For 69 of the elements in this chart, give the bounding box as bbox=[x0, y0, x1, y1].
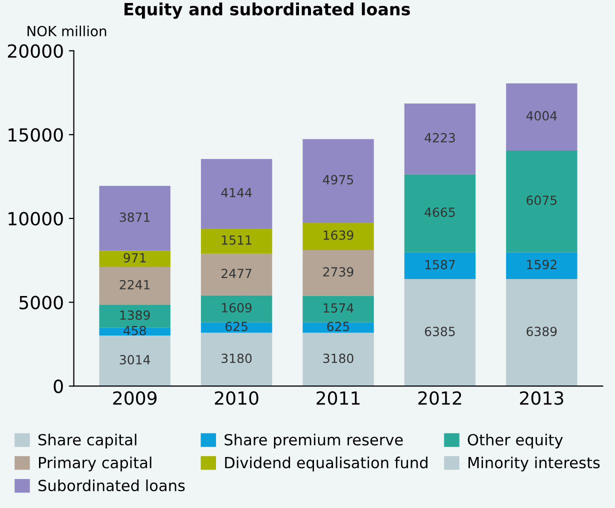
bar bbox=[200, 295, 272, 322]
data-label: 1609 bbox=[222, 302, 252, 312]
legend-label: Share premium reserve bbox=[224, 434, 403, 448]
x-tick-label: 2013 bbox=[520, 391, 564, 405]
data-label: 4223 bbox=[424, 133, 455, 142]
data-label: 4665 bbox=[424, 208, 455, 217]
y-tick-label: 15000 bbox=[8, 128, 63, 142]
bar bbox=[404, 252, 476, 280]
bar bbox=[506, 252, 578, 279]
bar bbox=[302, 250, 374, 296]
legend-label: Share capital bbox=[38, 434, 136, 448]
x-tick-label: 2010 bbox=[214, 391, 258, 405]
data-label: 625 bbox=[225, 322, 248, 332]
data-label: 1574 bbox=[324, 303, 354, 313]
bar bbox=[506, 83, 578, 150]
data-label: 4975 bbox=[322, 174, 354, 184]
data-label: 1389 bbox=[120, 310, 150, 320]
bar bbox=[99, 186, 170, 251]
data-label: 4004 bbox=[526, 111, 557, 121]
bar bbox=[200, 332, 272, 386]
bar bbox=[302, 332, 374, 386]
data-label: 1511 bbox=[222, 235, 252, 245]
data-label: 3871 bbox=[120, 212, 150, 222]
bar bbox=[302, 322, 374, 333]
chart-title: Equity and subordinated loans bbox=[124, 2, 410, 19]
legend-label: Minority interests bbox=[468, 456, 600, 472]
bar bbox=[302, 139, 374, 223]
legend-label: Subordinated loans bbox=[38, 479, 185, 492]
data-label: 1587 bbox=[425, 260, 455, 270]
x-tick-label: 2012 bbox=[418, 391, 462, 405]
data-label: 6075 bbox=[526, 196, 556, 205]
legend-label: Primary capital bbox=[38, 456, 152, 472]
data-label: 1639 bbox=[324, 230, 354, 240]
bar bbox=[200, 228, 272, 254]
y-tick-label: 10000 bbox=[8, 212, 63, 226]
y-axis-title: NOK million bbox=[28, 26, 106, 36]
bar bbox=[302, 222, 374, 250]
y-tick-label: 0 bbox=[54, 380, 63, 394]
data-label: 6385 bbox=[424, 326, 455, 336]
bar bbox=[404, 174, 476, 252]
bar bbox=[404, 103, 476, 174]
data-label: 625 bbox=[327, 322, 350, 332]
bar bbox=[506, 150, 578, 252]
data-label: 3180 bbox=[323, 354, 354, 364]
legend-label: Other equity bbox=[468, 434, 563, 448]
data-label: 6389 bbox=[526, 326, 557, 336]
bar bbox=[99, 267, 170, 305]
legend-label: Dividend equalisation fund bbox=[225, 456, 428, 472]
data-label: 3014 bbox=[120, 354, 150, 364]
bar bbox=[200, 322, 272, 333]
data-label: 458 bbox=[124, 326, 146, 336]
data-label: 3180 bbox=[222, 354, 252, 364]
bar bbox=[200, 158, 272, 228]
y-tick-label: 5000 bbox=[20, 296, 63, 310]
data-label: 2477 bbox=[222, 268, 252, 278]
bar bbox=[99, 250, 170, 268]
y-tick-label: 20000 bbox=[8, 44, 63, 58]
data-label: 2241 bbox=[120, 280, 150, 290]
bar bbox=[506, 278, 578, 386]
data-label: 971 bbox=[124, 253, 146, 263]
bar bbox=[99, 336, 170, 386]
bar bbox=[200, 254, 272, 296]
data-label: 1592 bbox=[527, 260, 556, 270]
data-label: 2739 bbox=[323, 267, 354, 277]
bar bbox=[404, 279, 476, 386]
x-tick-label: 2011 bbox=[316, 391, 360, 405]
x-tick-label: 2009 bbox=[113, 391, 157, 405]
data-label: 4144 bbox=[221, 188, 252, 198]
bar bbox=[302, 296, 374, 322]
